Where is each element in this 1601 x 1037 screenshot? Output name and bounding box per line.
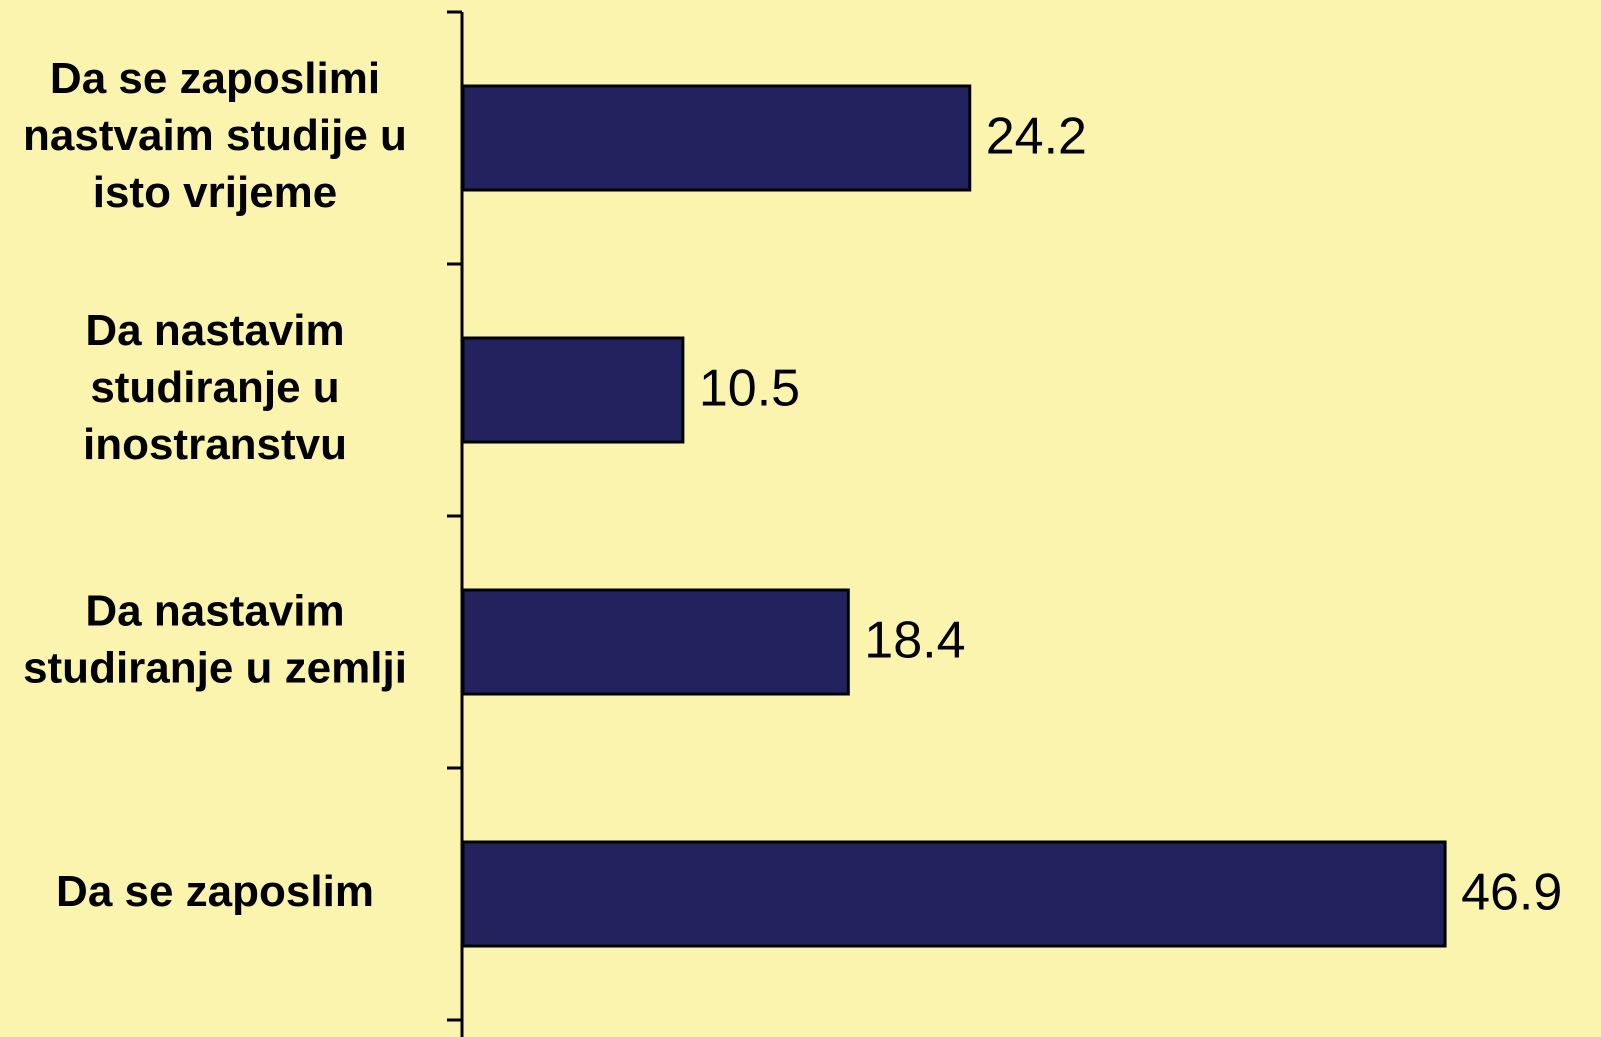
bar xyxy=(461,336,685,444)
category-label-line: nastvaim studije u xyxy=(23,111,407,160)
category-label: Da se zaposlimi nastvaim studije u isto vr… xyxy=(23,54,407,217)
value-label: 18.4 xyxy=(864,612,965,670)
category-label-line: Da se zaposlim xyxy=(56,867,374,916)
category-label-line: studiranje u zemlji xyxy=(23,643,407,692)
category-label-line: inostranstvu xyxy=(83,420,347,469)
category-label: Da nastavim studiranje u zemlji xyxy=(23,586,407,692)
bar xyxy=(461,588,850,696)
category-label-line: Da nastavim xyxy=(85,586,344,635)
bar xyxy=(461,840,1447,948)
category-label-line: Da se zaposlimi xyxy=(50,54,380,103)
bar xyxy=(461,84,972,192)
category-label: Da nastavim studiranje u inostranstvu xyxy=(83,306,347,469)
category-label-line: Da nastavim xyxy=(85,306,344,355)
value-label: 46.9 xyxy=(1461,864,1562,922)
category-label-line: isto vrijeme xyxy=(93,168,338,217)
value-label: 10.5 xyxy=(699,360,800,418)
category-label: Da se zaposlim xyxy=(56,867,374,916)
category-label-line: studiranje u xyxy=(90,363,339,412)
value-label: 24.2 xyxy=(986,108,1087,166)
